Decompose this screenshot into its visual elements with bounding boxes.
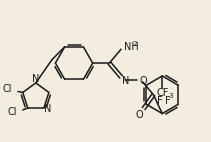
Text: CF: CF — [156, 88, 168, 98]
Text: N: N — [44, 104, 51, 114]
Text: NH: NH — [124, 42, 139, 52]
Text: F: F — [157, 96, 162, 106]
Text: 3: 3 — [168, 93, 173, 99]
Text: N: N — [32, 74, 39, 84]
Text: F: F — [165, 96, 171, 106]
Text: O: O — [136, 110, 143, 120]
Text: Cl: Cl — [3, 84, 12, 94]
Text: N: N — [122, 76, 130, 86]
Text: O: O — [140, 76, 147, 86]
Text: Cl: Cl — [7, 107, 17, 117]
Text: 2: 2 — [132, 41, 137, 47]
